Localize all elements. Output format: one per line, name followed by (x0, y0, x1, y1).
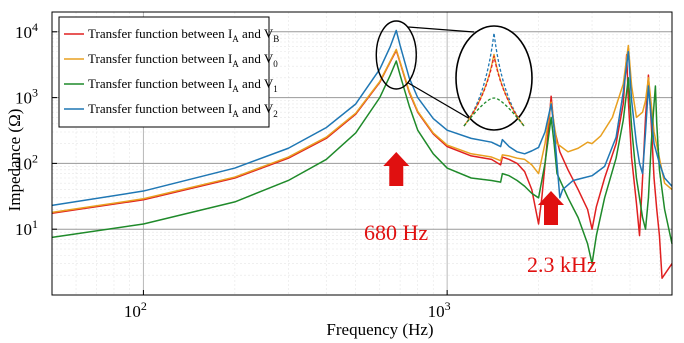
series-lines (51, 29, 673, 279)
zoom-source-ellipse (375, 20, 417, 90)
y-tick-label: 101 (15, 217, 38, 239)
zoom-inset (375, 20, 533, 131)
red-arrow-icon (383, 152, 410, 186)
x-tick-label: 102 (124, 299, 147, 321)
legend-entry: Transfer function between IA and V1 (88, 76, 278, 94)
plot-frame (51, 11, 673, 296)
y-tick-label: 104 (15, 20, 38, 42)
legend-entry: Transfer function between IA and VB (88, 26, 279, 44)
series-line-3 (51, 60, 673, 265)
legend: Transfer function between IA and VB Trans… (58, 16, 279, 128)
y-axis-label: Impedance (Ω) (5, 109, 24, 212)
series-line-4 (51, 29, 673, 207)
y-tick-label: 103 (15, 86, 38, 108)
annotation-680hz: 680 Hz (364, 220, 428, 245)
annotations: 680 Hz 2.3 kHz (364, 152, 597, 277)
zoom-target-ellipse (455, 25, 533, 131)
zoom-connector (408, 26, 475, 33)
zoom-peak (463, 55, 525, 127)
x-tick-label: 103 (428, 299, 451, 321)
legend-entry: Transfer function between IA and V0 (88, 51, 278, 69)
x-axis-label: Frequency (Hz) (326, 320, 433, 339)
zoom-peak (463, 97, 525, 127)
red-arrow-icon (538, 191, 565, 225)
zoom-connector (407, 82, 471, 120)
legend-entry: Transfer function between IA and V2 (88, 101, 278, 119)
legend-box (58, 16, 270, 128)
series-line-2 (51, 44, 673, 214)
axes-box (51, 11, 673, 296)
annotation-2-3khz: 2.3 kHz (527, 252, 597, 277)
